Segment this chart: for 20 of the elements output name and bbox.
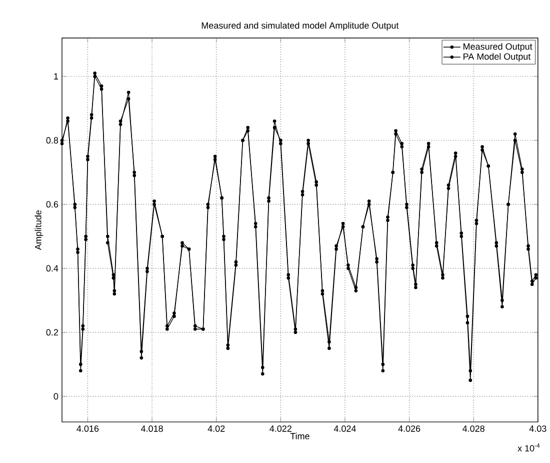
- chart-title: Measured and simulated model Amplitude Output: [202, 22, 399, 30]
- x-tick-label: 4.018: [140, 425, 163, 432]
- x-tick-label: 4.028: [462, 425, 484, 432]
- y-axis-title: Amplitude: [34, 210, 44, 250]
- legend-label: PA Model Output: [464, 53, 531, 62]
- y-tick-label: 0.2: [46, 329, 58, 336]
- x-tick-label: 4.024: [334, 425, 356, 432]
- x-axis-title: Time: [290, 432, 310, 440]
- y-tick-label: 1: [54, 73, 58, 80]
- x-tick-label: 4.03: [529, 425, 546, 432]
- legend-label: Measured Output: [464, 43, 532, 52]
- y-tick-label: 0.8: [46, 137, 58, 144]
- x-tick-label: 4.022: [270, 425, 292, 432]
- y-tick-label: 0.4: [46, 265, 58, 272]
- x-tick-label: 4.026: [398, 425, 420, 432]
- y-tick-label: 0.6: [46, 201, 58, 208]
- x-tick-label: 4.016: [76, 425, 99, 432]
- text: x 10$^{-4}$: [518, 443, 540, 452]
- y-tick-label: 0: [54, 393, 58, 400]
- x-tick-label: 4.02: [208, 425, 225, 432]
